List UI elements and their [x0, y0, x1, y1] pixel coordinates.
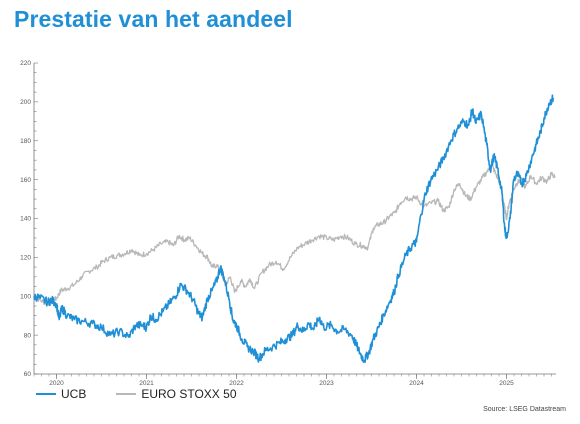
legend-label-stoxx: EURO STOXX 50	[141, 387, 237, 401]
y-tick-label: 120	[20, 255, 31, 262]
legend-item-stoxx: EURO STOXX 50	[116, 387, 237, 401]
y-tick-label: 160	[20, 177, 31, 184]
y-tick-label: 140	[20, 216, 31, 223]
y-tick-label: 60	[24, 371, 32, 378]
page-title: Prestatie van het aandeel	[14, 6, 293, 32]
x-axis: 2020 2021 2022 2023 2024 2025	[33, 373, 556, 387]
series-lines	[33, 94, 556, 363]
series-line-ucb	[33, 94, 555, 363]
legend-label-ucb: UCB	[61, 387, 87, 401]
legend-swatch-stoxx	[116, 393, 137, 395]
legend-swatch-ucb	[36, 393, 56, 395]
y-axis: 60 80 100 120 140 160 180 200 220	[20, 60, 38, 378]
source-note: Source: LSEG Datastream	[483, 406, 566, 413]
x-tick-label: 2023	[319, 380, 334, 387]
series-line-euro-stoxx-50	[33, 165, 556, 307]
y-tick-label: 100	[20, 293, 31, 300]
y-tick-label: 220	[20, 60, 31, 67]
x-tick-label: 2022	[229, 380, 244, 387]
x-tick-label: 2025	[499, 380, 514, 387]
x-tick-label: 2021	[139, 380, 154, 387]
x-tick-label: 2020	[49, 380, 64, 387]
y-tick-label: 180	[20, 138, 31, 145]
x-tick-label: 2024	[409, 380, 424, 387]
y-tick-label: 80	[24, 332, 32, 339]
legend-item-ucb: UCB	[36, 387, 86, 401]
y-tick-label: 200	[20, 99, 31, 106]
legend: UCB EURO STOXX 50	[36, 387, 237, 401]
